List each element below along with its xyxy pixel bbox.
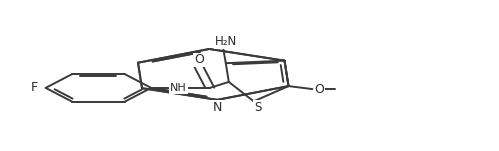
Text: O: O [194,53,204,66]
Text: S: S [254,101,261,114]
Text: O: O [314,83,324,96]
Text: NH: NH [170,83,187,93]
Text: F: F [31,81,38,94]
Text: H₂N: H₂N [215,35,237,48]
Text: N: N [213,101,222,114]
